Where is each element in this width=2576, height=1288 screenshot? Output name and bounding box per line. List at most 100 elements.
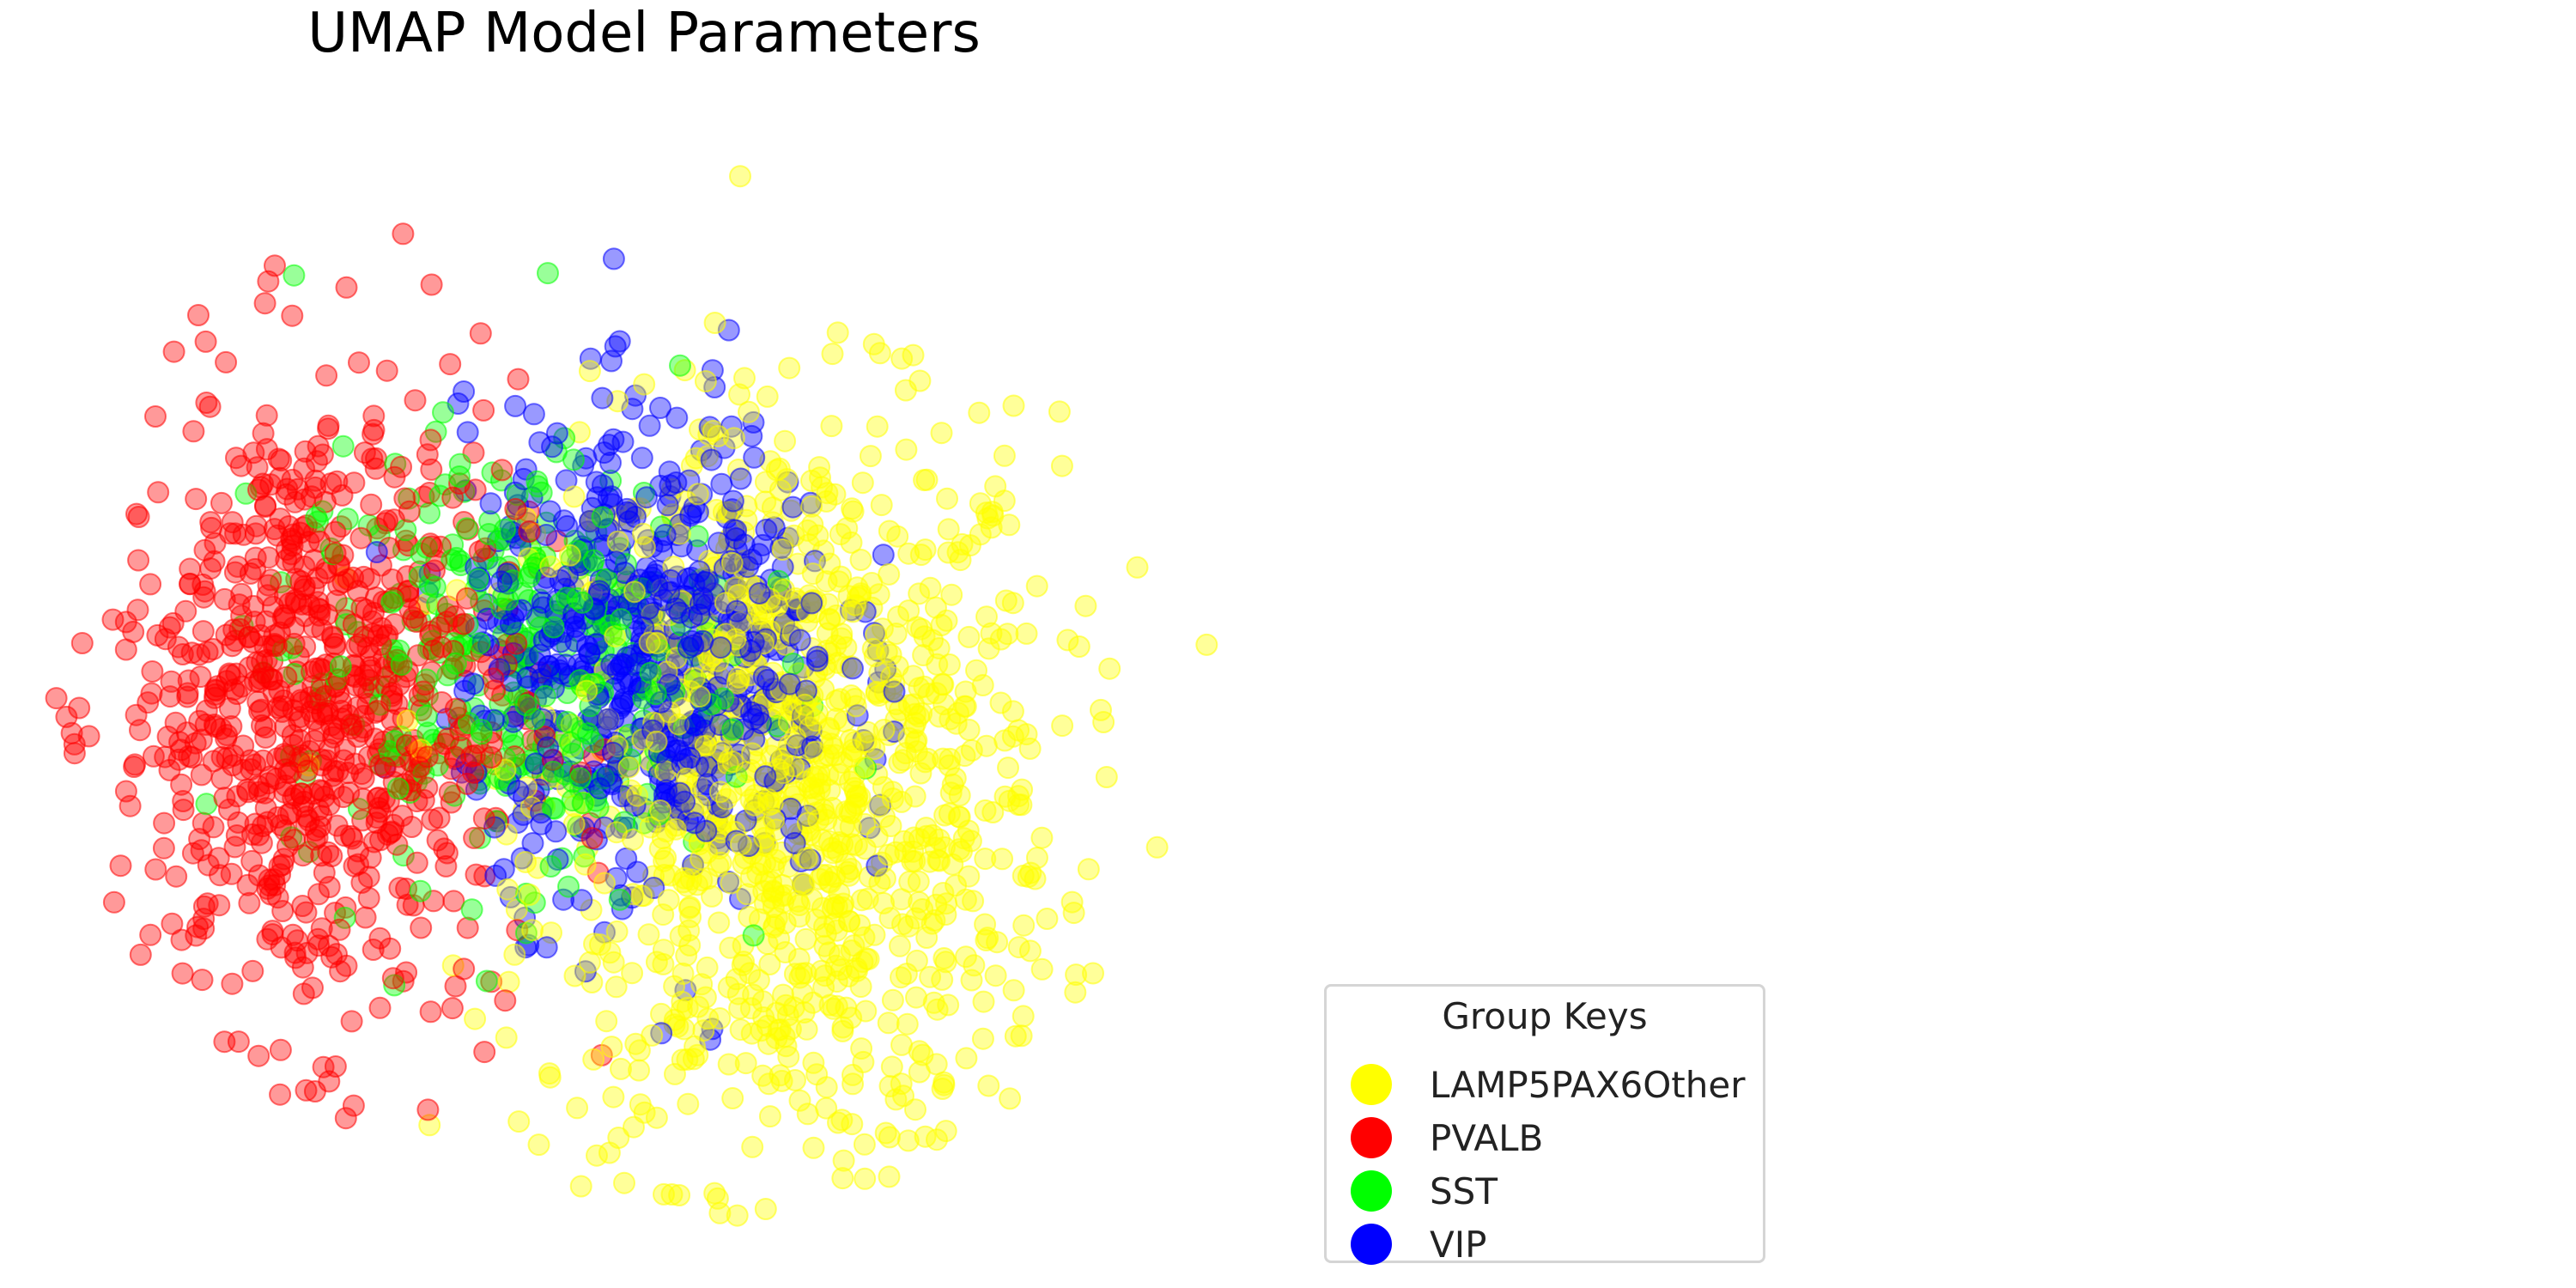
scatter-point-pvalb (325, 470, 349, 493)
scatter-point-sst (617, 723, 641, 746)
scatter-point-lamp5pax6other (908, 369, 932, 392)
scatter-point-lamp5pax6other (931, 673, 954, 696)
scatter-point-lamp5pax6other (676, 996, 699, 1019)
scatter-point-lamp5pax6other (707, 424, 730, 447)
scatter-point-lamp5pax6other (853, 1133, 876, 1156)
scatter-point-lamp5pax6other (1002, 979, 1025, 1002)
scatter-point-lamp5pax6other (595, 1010, 618, 1033)
scatter-point-vip (841, 657, 864, 680)
scatter-point-lamp5pax6other (626, 784, 649, 807)
scatter-point-pvalb (158, 758, 181, 781)
scatter-point-pvalb (216, 746, 239, 769)
scatter-point-lamp5pax6other (866, 762, 889, 786)
scatter-point-lamp5pax6other (771, 538, 794, 561)
scatter-point-lamp5pax6other (766, 594, 789, 617)
scatter-point-lamp5pax6other (653, 849, 676, 872)
scatter-point-pvalb (129, 943, 152, 966)
scatter-point-lamp5pax6other (605, 821, 628, 844)
scatter-point-lamp5pax6other (514, 851, 538, 873)
scatter-point-lamp5pax6other (831, 1019, 854, 1042)
scatter-point-vip (756, 668, 780, 691)
scatter-point-lamp5pax6other (688, 685, 711, 708)
scatter-point-lamp5pax6other (708, 911, 731, 934)
scatter-point-vip (683, 714, 707, 737)
scatter-point-lamp5pax6other (881, 781, 904, 804)
scatter-point-lamp5pax6other (738, 400, 760, 423)
scatter-point-vip (516, 666, 539, 690)
scatter-point-pvalb (362, 830, 386, 854)
scatter-point-lamp5pax6other (945, 874, 968, 897)
scatter-point-lamp5pax6other (873, 867, 896, 890)
scatter-point-lamp5pax6other (980, 622, 1003, 645)
scatter-point-pvalb (368, 927, 392, 950)
scatter-point-vip (665, 406, 689, 429)
scatter-point-pvalb (490, 459, 513, 482)
scatter-point-lamp5pax6other (721, 1087, 744, 1109)
scatter-point-pvalb (390, 455, 413, 478)
scatter-point-pvalb (380, 568, 404, 591)
scatter-point-vip (626, 860, 649, 884)
scatter-point-pvalb (235, 778, 258, 801)
scatter-point-lamp5pax6other (754, 1198, 777, 1220)
scatter-point-lamp5pax6other (870, 494, 893, 517)
scatter-point-lamp5pax6other (879, 643, 902, 666)
scatter-point-sst (448, 453, 471, 476)
scatter-point-pvalb (337, 781, 361, 805)
scatter-point-sst (562, 448, 585, 471)
scatter-point-vip (462, 672, 484, 696)
scatter-point-pvalb (443, 745, 466, 769)
scatter-point-lamp5pax6other (974, 799, 997, 822)
scatter-point-lamp5pax6other (907, 870, 930, 893)
scatter-point-lamp5pax6other (754, 852, 777, 875)
scatter-point-vip (630, 447, 653, 470)
scatter-point-lamp5pax6other (762, 879, 785, 902)
scatter-point-pvalb (463, 744, 486, 767)
scatter-point-vip (453, 380, 476, 403)
scatter-point-sst (721, 718, 744, 741)
scatter-point-lamp5pax6other (605, 975, 628, 999)
scatter-point-lamp5pax6other (822, 841, 845, 865)
scatter-point-pvalb (288, 710, 311, 733)
scatter-point-vip (695, 819, 718, 842)
scatter-point-lamp5pax6other (913, 625, 936, 648)
scatter-point-vip (556, 564, 580, 587)
scatter-point-vip (659, 568, 682, 592)
scatter-point-lamp5pax6other (496, 878, 519, 901)
scatter-point-lamp5pax6other (991, 848, 1014, 871)
scatter-point-pvalb (392, 222, 415, 246)
scatter-point-pvalb (247, 478, 270, 501)
scatter-point-pvalb (362, 601, 385, 624)
scatter-point-lamp5pax6other (815, 570, 838, 593)
scatter-point-pvalb (101, 608, 125, 631)
scatter-point-lamp5pax6other (958, 534, 981, 557)
scatter-point-lamp5pax6other (677, 896, 701, 920)
scatter-point-lamp5pax6other (1010, 793, 1033, 817)
scatter-point-lamp5pax6other (927, 828, 951, 851)
scatter-point-sst (390, 653, 413, 677)
scatter-point-sst (455, 517, 478, 540)
scatter-point-lamp5pax6other (909, 544, 933, 567)
scatter-point-lamp5pax6other (863, 923, 886, 946)
scatter-point-lamp5pax6other (912, 644, 935, 666)
scatter-point-vip (552, 509, 575, 532)
scatter-point-vip (616, 497, 639, 520)
scatter-point-vip (729, 467, 752, 490)
scatter-point-pvalb (244, 812, 267, 835)
scatter-point-pvalb (141, 660, 164, 683)
scatter-point-lamp5pax6other (1092, 711, 1115, 733)
scatter-point-lamp5pax6other (933, 693, 956, 716)
legend-swatch-pvalb (1351, 1117, 1392, 1158)
scatter-point-pvalb (144, 858, 167, 881)
scatter-point-pvalb (465, 863, 488, 886)
scatter-point-lamp5pax6other (960, 969, 983, 992)
scatter-point-pvalb (182, 420, 205, 443)
scatter-point-lamp5pax6other (968, 401, 991, 424)
scatter-point-sst (423, 575, 447, 598)
scatter-point-lamp5pax6other (793, 693, 817, 716)
scatter-point-vip (479, 492, 502, 515)
scatter-point-lamp5pax6other (909, 762, 933, 785)
scatter-point-pvalb (196, 892, 219, 915)
scatter-point-lamp5pax6other (758, 953, 781, 975)
scatter-point-lamp5pax6other (845, 957, 868, 980)
scatter-point-pvalb (455, 586, 478, 610)
